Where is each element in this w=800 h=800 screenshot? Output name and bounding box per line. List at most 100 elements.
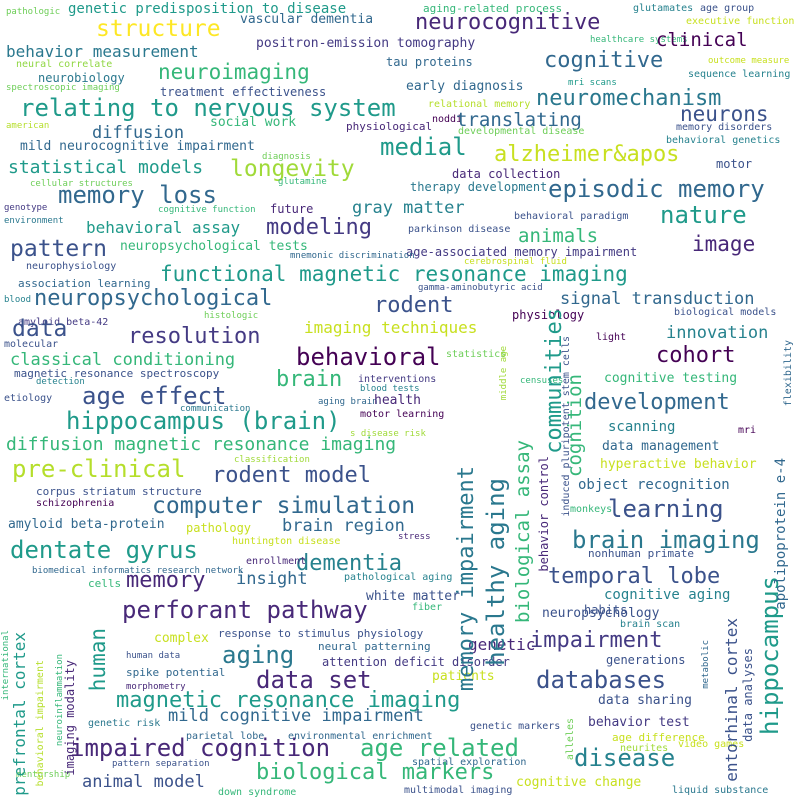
word-stress: stress bbox=[398, 532, 431, 542]
word-cognitive: cognitive bbox=[544, 48, 664, 73]
word-treatment-effectiveness: treatment effectiveness bbox=[160, 85, 327, 99]
word-age-effect: age effect bbox=[82, 382, 227, 410]
word-cohort: cohort bbox=[656, 343, 736, 368]
word-behavioral-genetics: behavioral genetics bbox=[666, 135, 781, 146]
word-alleles: alleles bbox=[565, 718, 576, 761]
word-rodent: rodent bbox=[374, 293, 454, 318]
word-neurites: neurites bbox=[620, 743, 669, 754]
word-classification: classification bbox=[234, 455, 310, 465]
word-cognitive-function: cognitive function bbox=[158, 205, 256, 215]
word-tau-proteins: tau proteins bbox=[386, 55, 473, 69]
word-ipsc: induced pluripotent stem cells bbox=[561, 336, 572, 517]
word-memory-impairment: memory impairment bbox=[454, 466, 479, 692]
word-brain-scan: brain scan bbox=[620, 619, 681, 630]
word-behavior-control: behavior control bbox=[537, 456, 551, 572]
word-memory-disorders: memory disorders bbox=[676, 122, 773, 133]
word-motor: motor bbox=[716, 157, 753, 171]
word-relating-nervous: relating to nervous system bbox=[20, 94, 396, 122]
word-attention-deficit: attention deficit disorder bbox=[322, 655, 510, 669]
word-biological-assay: biological assay bbox=[512, 440, 534, 624]
word-light: light bbox=[596, 332, 627, 343]
word-neural-correlate: neural correlate bbox=[16, 59, 113, 70]
word-aging-brain: aging brain bbox=[318, 397, 378, 407]
word-neurobiology: neurobiology bbox=[38, 71, 125, 85]
word-relational-memory: relational memory bbox=[428, 99, 531, 110]
word-social-work: social work bbox=[210, 115, 297, 130]
word-neuroinflammation: neuroinflammation bbox=[55, 654, 65, 747]
word-human-data: human data bbox=[126, 651, 181, 661]
word-mild-cognitive-impairment: mild cognitive impairment bbox=[168, 706, 424, 726]
word-liquid-substance: liquid substance bbox=[672, 785, 769, 796]
word-future: future bbox=[270, 202, 314, 216]
word-cognitive-aging: cognitive aging bbox=[604, 587, 731, 603]
word-biological-models: biological models bbox=[674, 307, 777, 318]
word-fmri: functional magnetic resonance imaging bbox=[160, 262, 628, 286]
word-memory-loss: memory loss bbox=[58, 181, 217, 209]
word-down-syndrome: down syndrome bbox=[218, 787, 297, 798]
word-rodent-model: rodent model bbox=[212, 463, 371, 488]
word-environmental-enrichment: environmental enrichment bbox=[288, 731, 433, 742]
word-impaired-cognition: impaired cognition bbox=[70, 734, 331, 762]
word-blood-tests: blood tests bbox=[360, 384, 420, 394]
word-generations: generations bbox=[606, 653, 686, 667]
word-pathology: pathology bbox=[186, 521, 252, 535]
word-habits: habits bbox=[584, 603, 628, 617]
word-mentorship: mentorship bbox=[16, 770, 71, 780]
word-detection: detection bbox=[36, 377, 85, 387]
word-behavioral-paradigm: behavioral paradigm bbox=[514, 211, 629, 222]
word-huntington-disease: huntington disease bbox=[232, 536, 341, 547]
word-hyperactive-behavior: hyperactive behavior bbox=[600, 457, 757, 472]
word-neuropsychological: neuropsychological bbox=[34, 286, 273, 311]
word-biological-markers: biological markers bbox=[256, 760, 495, 785]
word-memory: memory bbox=[126, 568, 206, 593]
word-age-group: age group bbox=[700, 3, 755, 14]
word-brain: brain bbox=[276, 367, 343, 392]
word-flexibility: flexibility bbox=[783, 340, 794, 407]
word-censuses: censuses bbox=[520, 376, 564, 386]
word-computer-simulation: computer simulation bbox=[152, 493, 416, 519]
word-cognitive-testing: cognitive testing bbox=[604, 371, 738, 386]
word-temporal-lobe: temporal lobe bbox=[548, 564, 721, 589]
word-fiber: fiber bbox=[412, 602, 443, 613]
word-pattern-separation: pattern separation bbox=[112, 759, 210, 769]
word-neuropsychological-tests: neuropsychological tests bbox=[120, 239, 308, 254]
word-gaba: gamma-aminobutyric acid bbox=[418, 283, 543, 293]
word-structure: structure bbox=[96, 16, 221, 42]
word-healthy-aging: healthy aging bbox=[482, 478, 510, 666]
word-schizophrenia: schizophrenia bbox=[36, 498, 115, 509]
word-spectroscopic-imaging: spectroscopic imaging bbox=[6, 83, 120, 93]
word-statistical-models: statistical models bbox=[8, 157, 204, 178]
word-diagnosis: diagnosis bbox=[262, 152, 311, 162]
word-cellular-structures: cellular structures bbox=[30, 179, 133, 189]
word-entorhinal-cortex: entorhinal cortex bbox=[722, 618, 741, 782]
word-spike-potential: spike potential bbox=[126, 666, 226, 679]
word-episodic-memory: episodic memory bbox=[548, 175, 765, 203]
word-noddi: noddi bbox=[432, 114, 463, 125]
word-data: data bbox=[12, 316, 68, 342]
word-apoe4: apolipoprotein e-4 bbox=[773, 458, 789, 610]
word-mnemonic-discrimination: mnemonic discrimination bbox=[290, 251, 415, 261]
word-mri-full: magnetic resonance imaging bbox=[116, 688, 461, 713]
word-genotype: genotype bbox=[4, 203, 48, 213]
word-imaging-techniques: imaging techniques bbox=[304, 318, 478, 337]
word-animal-model: animal model bbox=[82, 772, 205, 792]
word-mild-neurocognitive: mild neurocognitive impairment bbox=[20, 139, 255, 154]
word-environment: environment bbox=[4, 216, 64, 226]
word-impairment: impairment bbox=[530, 628, 663, 653]
word-s-disease-risk: s disease risk bbox=[350, 429, 426, 439]
word-dementia: dementia bbox=[296, 551, 402, 576]
word-parietal-lobe: parietal lobe bbox=[186, 731, 265, 742]
word-neurons: neurons bbox=[680, 102, 769, 126]
word-association-learning: association learning bbox=[18, 277, 151, 290]
word-neurophysiology: neurophysiology bbox=[26, 261, 117, 272]
word-behavioral: behavioral bbox=[296, 343, 441, 371]
word-parkinson-disease: parkinson disease bbox=[408, 224, 511, 235]
word-innovation: innovation bbox=[666, 323, 769, 343]
word-behavior-measurement: behavior measurement bbox=[6, 42, 199, 61]
word-modeling: modeling bbox=[266, 215, 372, 240]
word-international: international bbox=[1, 630, 11, 701]
word-medial: medial bbox=[380, 133, 467, 161]
word-amyloid-beta-42: amyloid beta-42 bbox=[18, 317, 109, 328]
word-communication: communication bbox=[180, 404, 251, 414]
word-human: human bbox=[86, 628, 110, 692]
